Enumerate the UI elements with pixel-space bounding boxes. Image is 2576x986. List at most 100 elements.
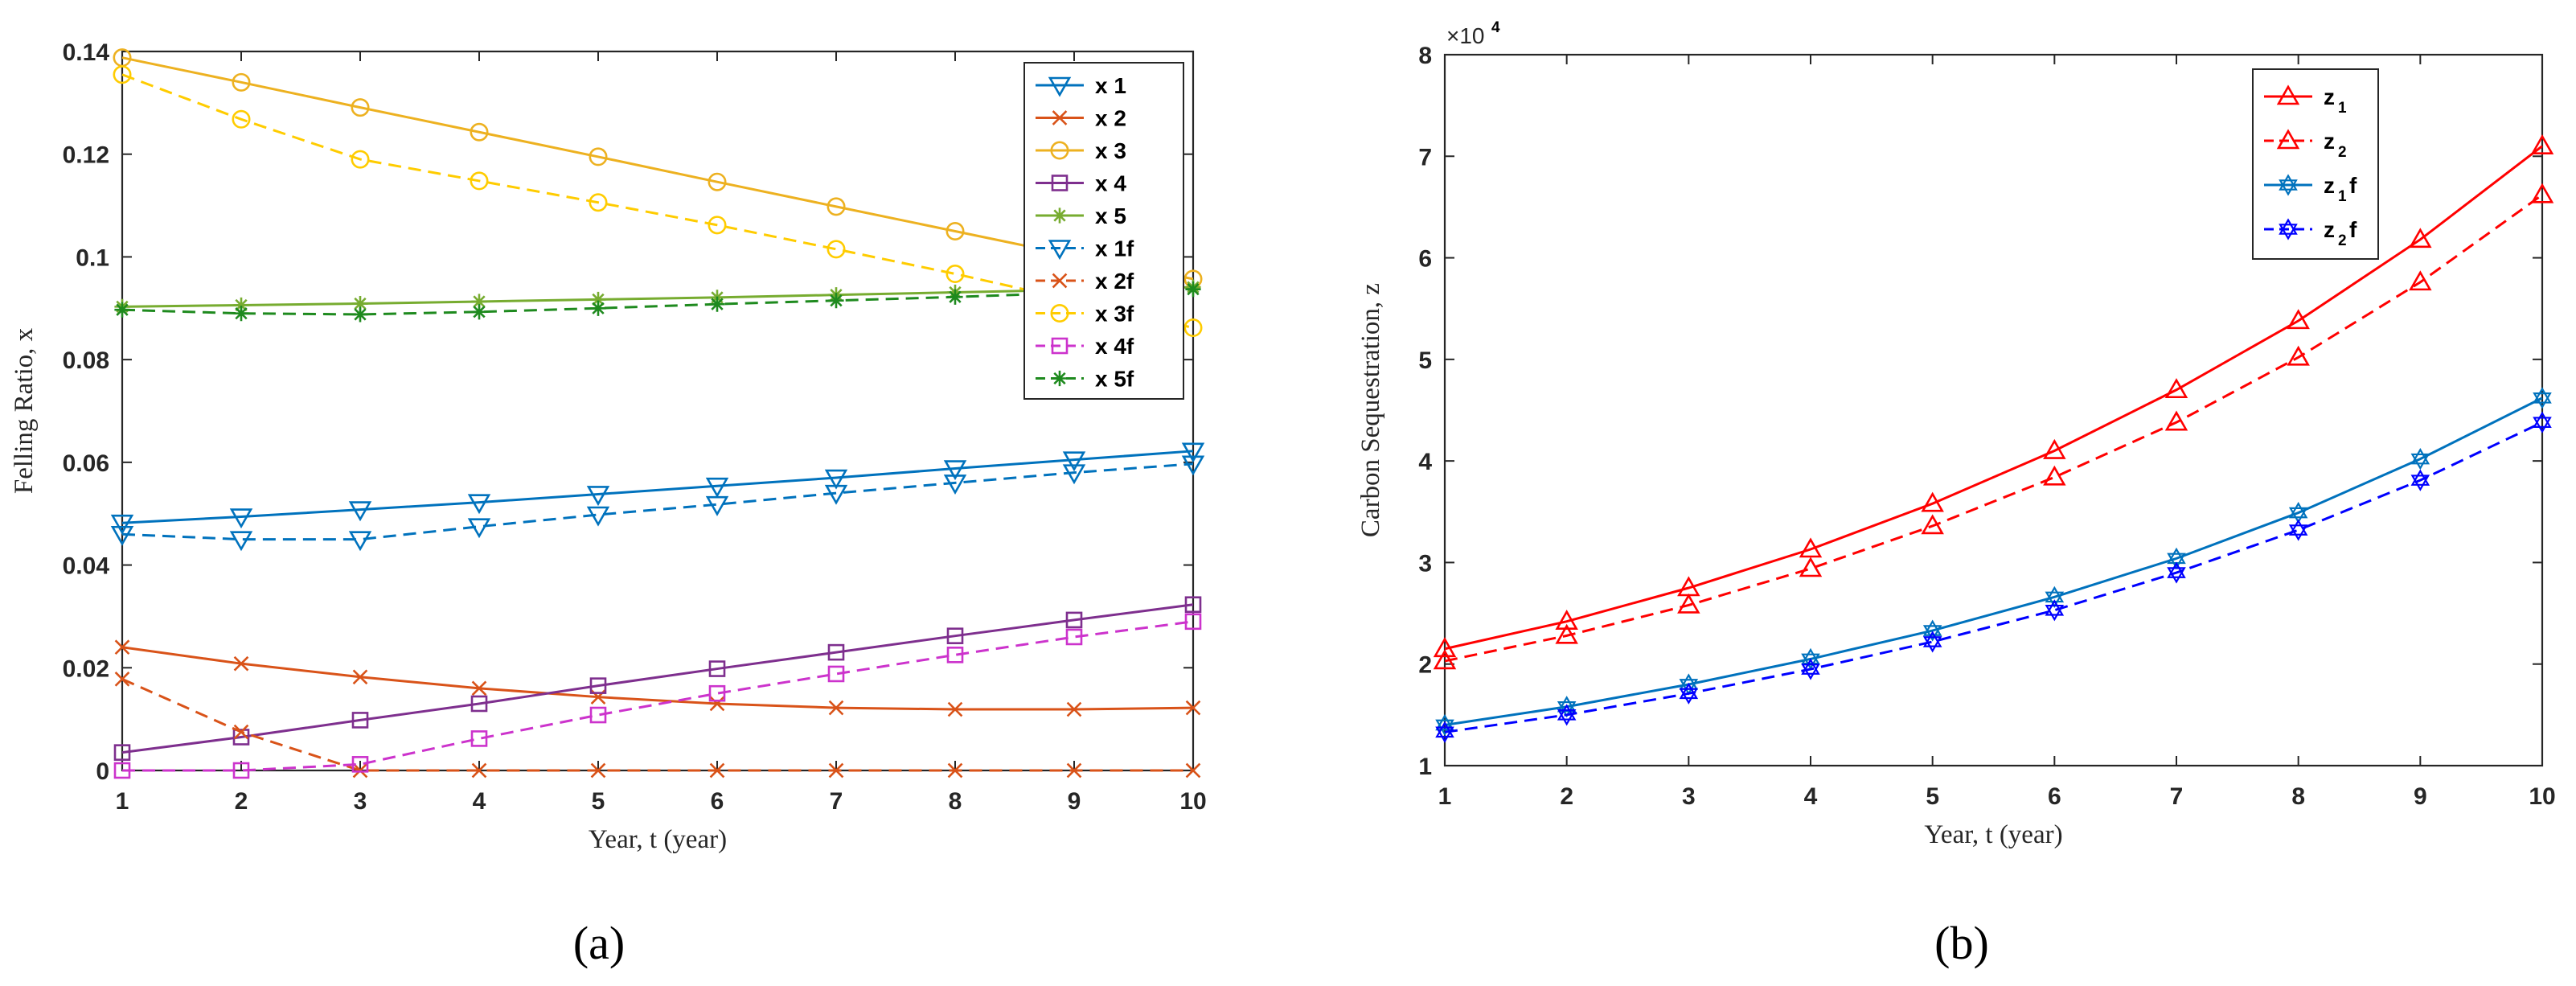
legend-label: x 2 [1095,106,1126,131]
legend-marker-sample [1051,175,1069,191]
series-x-1 [110,442,1205,535]
data-point-marker [467,518,491,539]
x-marker [352,669,368,685]
x-marker [1052,273,1068,289]
hexagram-marker-up [2045,599,2065,616]
panel-caption: (b) [1934,917,1989,969]
triangle-down-marker [467,518,491,539]
data-point-marker [470,730,488,747]
legend-marker-sample [1048,76,1072,97]
hexagram-marker-down [2279,224,2298,240]
triangle-down-marker [705,477,729,498]
data-point-marker [589,147,608,166]
legend-label: z [2324,173,2335,198]
circle-marker [470,122,489,142]
series-line [121,646,1194,711]
x-marker [828,700,844,716]
triangle-up-marker [2409,270,2432,291]
data-point-marker [351,150,370,169]
x-tick-label: 4 [473,788,486,815]
data-point-marker [824,469,848,490]
data-point-marker [947,762,963,779]
y-tick-label: 8 [1418,43,1432,69]
hexagram-marker-up [2533,387,2552,404]
legend-entry: x 1f [1036,236,1134,261]
data-point-marker [2410,469,2430,491]
hexagram-marker-up [1679,682,1699,700]
square-marker [1051,175,1069,191]
series-line [1444,145,2543,651]
x-tick-label: 1 [116,788,129,815]
data-point-marker [1799,557,1823,577]
x-marker [709,696,725,712]
triangle-down-marker [467,494,491,515]
legend-label: x 1 [1095,73,1126,98]
y-tick-label: 0.06 [63,450,109,477]
square-marker [708,684,726,702]
x-tick-label: 7 [2170,783,2184,810]
plot-area-frame [1443,53,2544,767]
data-point-marker [470,171,489,191]
data-point-marker [708,216,727,235]
data-point-marker [470,695,488,713]
data-point-marker [1062,451,1086,472]
legend-marker-sample [1050,141,1069,160]
data-point-marker [2288,519,2308,541]
data-point-marker [2409,270,2432,291]
circle-marker [945,265,965,284]
triangle-down-marker [110,514,134,535]
y-tick-label: 5 [1418,347,1432,374]
x-marker [947,762,963,779]
data-point-marker [1679,682,1699,705]
x-tick-label: 9 [1068,788,1081,815]
asterisk-marker [352,295,368,312]
circle-marker [1050,303,1069,323]
asterisk-marker [471,294,487,310]
legend-label: z [2324,217,2335,242]
asterisk-marker [828,293,844,309]
data-point-marker [827,643,845,661]
data-point-marker [1066,701,1082,717]
data-point-marker [2409,228,2432,249]
hexagram-marker-down [2045,604,2065,622]
legend-entry: x 2f [1036,269,1134,294]
data-point-marker [1066,762,1082,779]
x-marker [828,762,844,779]
triangle-down-marker [586,486,610,507]
hexagram-marker-down [2045,591,2065,608]
x-marker [709,762,725,779]
hexagram-marker-up [1801,647,1820,665]
triangle-up-marker [1555,610,1578,630]
y-axis-exponent: ×10 [1446,23,1485,48]
hexagram-marker-down [2279,179,2298,196]
x-tick-label: 3 [1682,783,1696,810]
circle-marker [351,98,370,117]
y-tick-label: 0.14 [63,39,110,66]
triangle-down-marker [943,475,967,495]
data-point-marker [471,762,487,779]
square-marker [589,706,607,724]
data-point-marker [2530,183,2554,203]
hexagram-marker-up [1801,658,1820,675]
x-marker [471,680,487,696]
series-x-5f [114,281,1201,323]
x-tick-label: 10 [1179,788,1206,815]
asterisk-marker [590,291,606,308]
data-point-marker [590,762,606,779]
data-point-marker [828,762,844,779]
data-point-marker [233,306,249,322]
square-marker [1184,613,1202,631]
asterisk-marker [471,304,487,320]
data-point-marker [2533,411,2552,433]
x-tick-label: 6 [711,788,724,815]
legend-marker-sample [1052,110,1068,125]
hexagram-marker-up [2279,218,2298,235]
data-point-marker [351,712,369,729]
hexagram-marker-down [2410,475,2430,491]
x-tick-label: 9 [2414,783,2427,810]
y-tick-label: 7 [1418,144,1432,170]
data-point-marker [1181,455,1205,476]
triangle-down-marker [348,501,372,522]
hexagram-marker-up [1922,619,1942,636]
